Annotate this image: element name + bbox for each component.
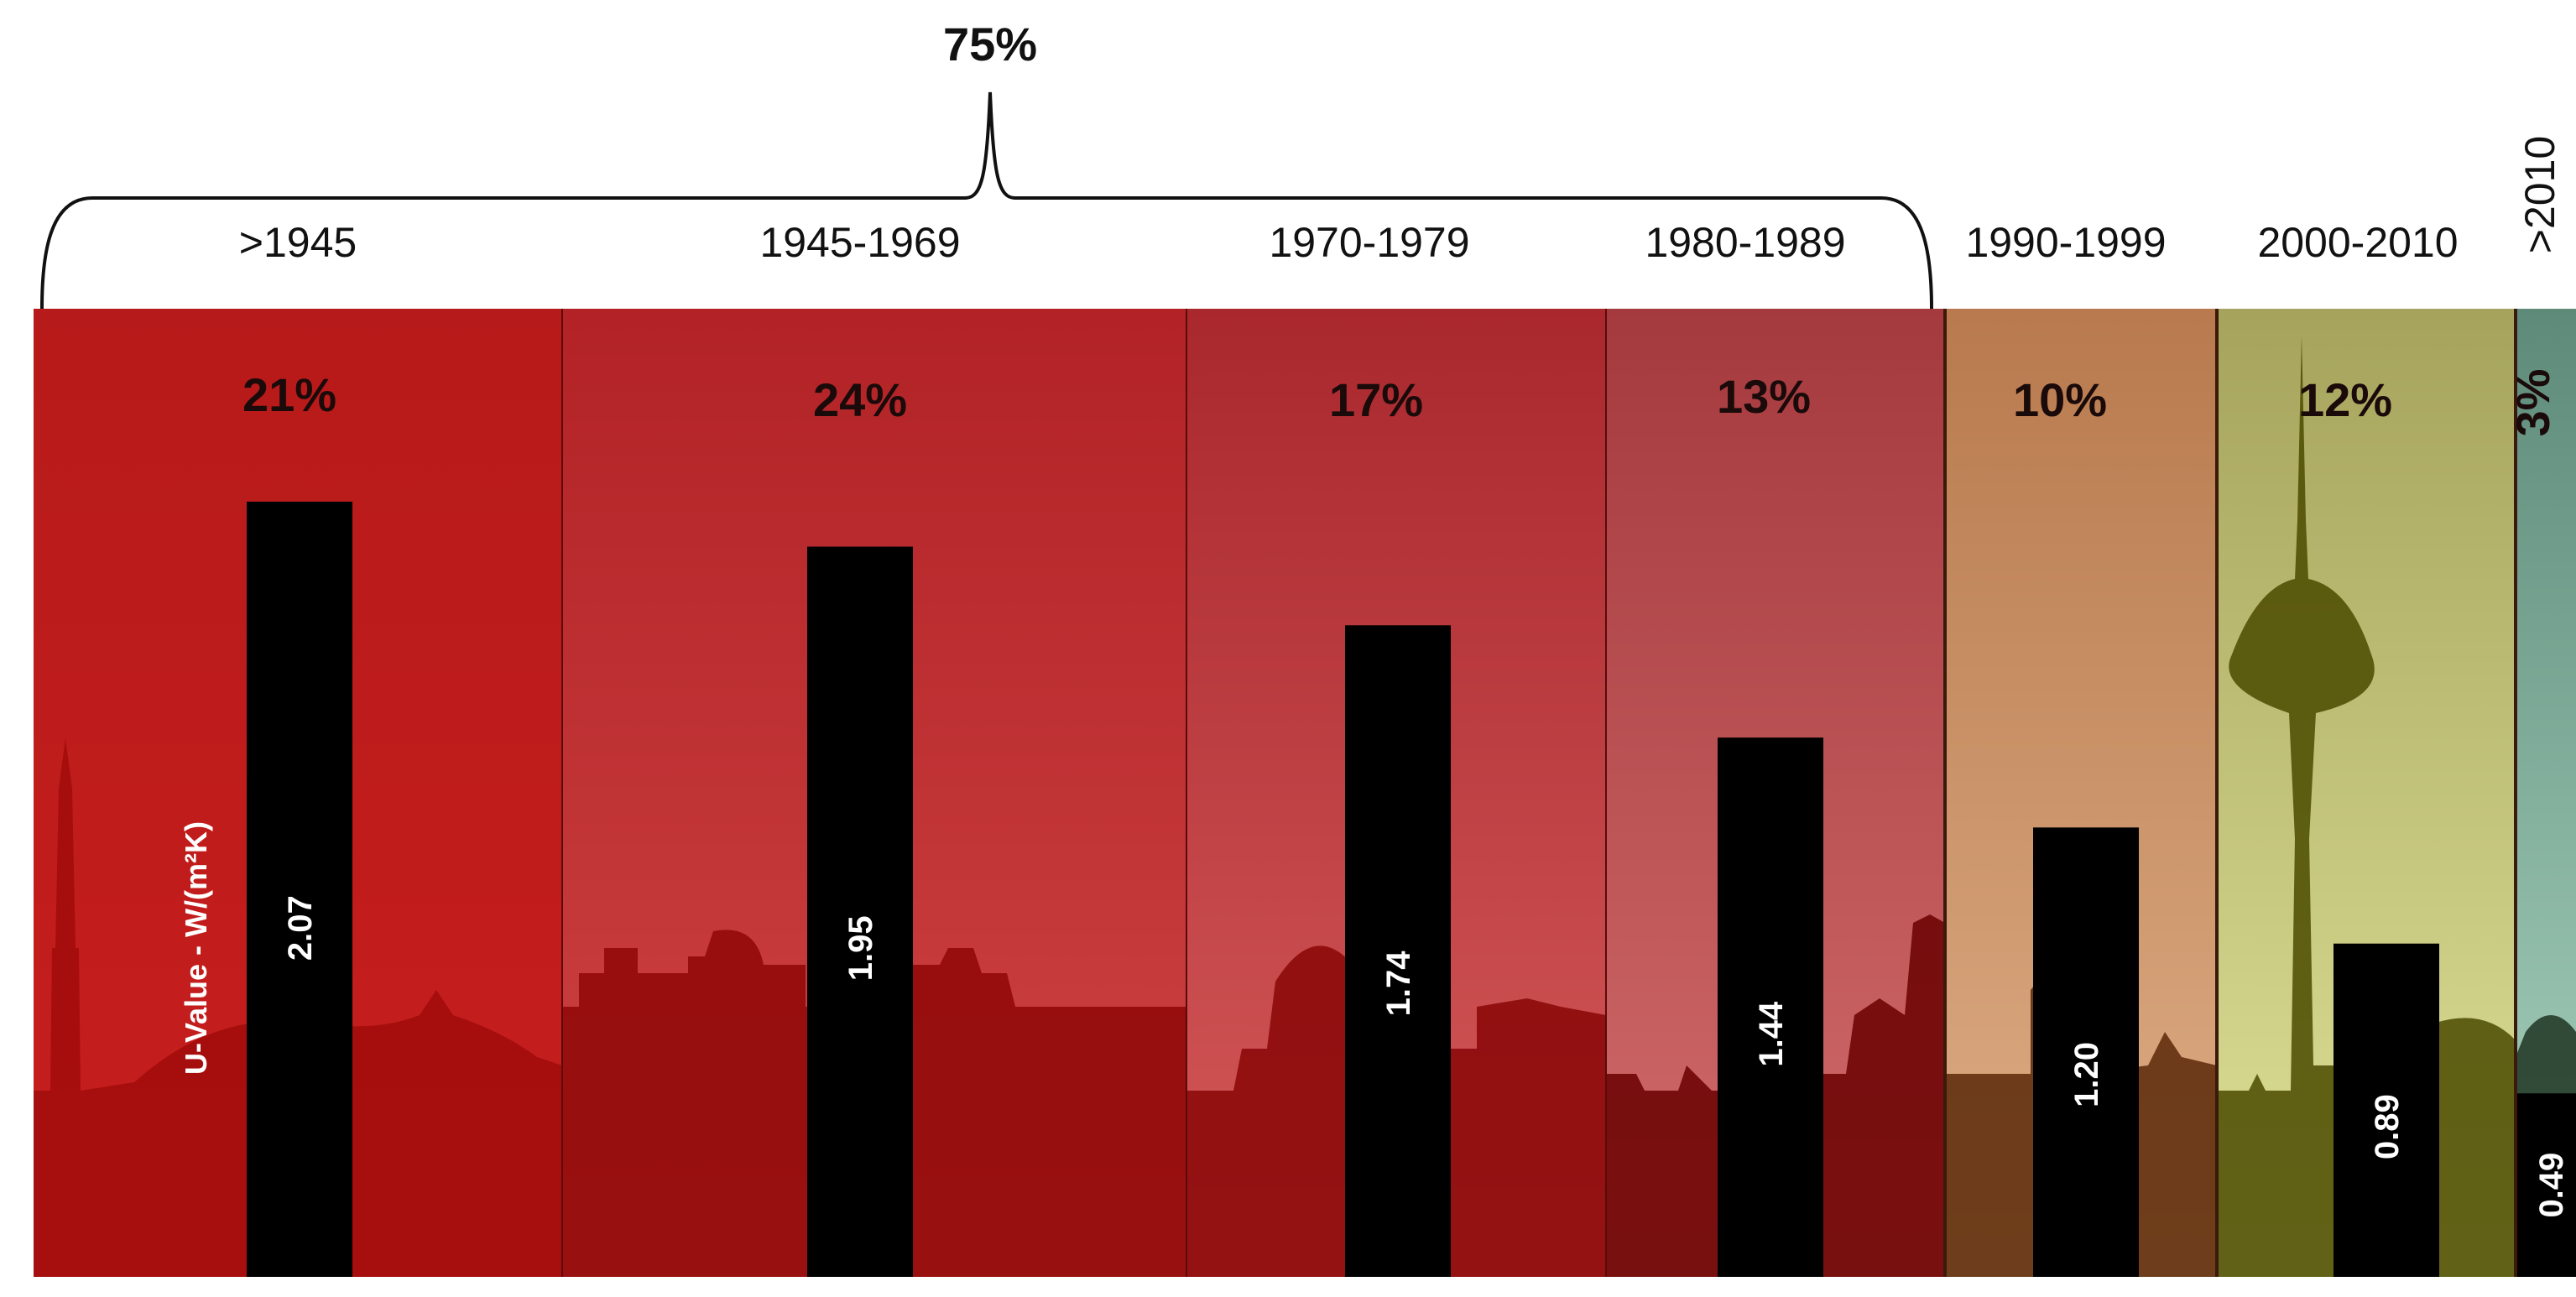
share-labels: 21% 24% 17% 13% 10% 12% 3% <box>242 368 2559 436</box>
period-label: >1945 <box>239 219 357 266</box>
bars <box>247 502 2576 1277</box>
share-label: 21% <box>242 368 336 421</box>
period-label: 2000-2010 <box>2257 219 2458 266</box>
value-label: 1.74 <box>1380 951 1417 1017</box>
period-label: 1980-1989 <box>1645 219 1845 266</box>
value-label: 1.44 <box>1753 1001 1790 1067</box>
bar <box>1718 737 1823 1277</box>
bar <box>2033 827 2139 1277</box>
bracket-label: 75% <box>943 18 1037 70</box>
bar <box>807 546 913 1277</box>
share-bracket: 75% <box>40 18 1933 310</box>
share-label: 12% <box>2298 373 2392 426</box>
bar <box>2517 1093 2576 1277</box>
skyline-silhouette <box>34 738 562 1277</box>
share-label: 13% <box>1717 370 1811 423</box>
value-labels: 2.07 1.95 1.74 1.44 1.20 0.89 0.49 <box>282 895 2570 1217</box>
bar <box>2334 943 2439 1277</box>
bar <box>1345 625 1451 1277</box>
value-label: 1.95 <box>842 915 879 981</box>
share-label: 3% <box>2506 369 2559 437</box>
value-label: 2.07 <box>282 895 319 961</box>
skyline-silhouette <box>2217 336 2516 1277</box>
value-label: 0.49 <box>2533 1153 2570 1218</box>
bracket-shape <box>40 91 1933 310</box>
share-label: 24% <box>813 373 907 426</box>
y-axis-label: U-Value - W/(m²K) <box>179 821 213 1075</box>
period-label: 1945-1969 <box>759 219 960 266</box>
bar <box>247 502 352 1277</box>
share-label: 17% <box>1329 373 1423 426</box>
period-label: 1990-1999 <box>1965 219 2166 266</box>
period-label: >2010 <box>2516 136 2563 253</box>
value-label: 1.20 <box>2068 1042 2105 1107</box>
value-label: 0.89 <box>2369 1094 2406 1159</box>
band-dividers <box>561 309 2517 1277</box>
share-label: 10% <box>2013 373 2107 426</box>
period-labels: >1945 1945-1969 1970-1979 1980-1989 1990-199… <box>239 136 2563 266</box>
period-label: 1970-1979 <box>1269 219 1469 266</box>
